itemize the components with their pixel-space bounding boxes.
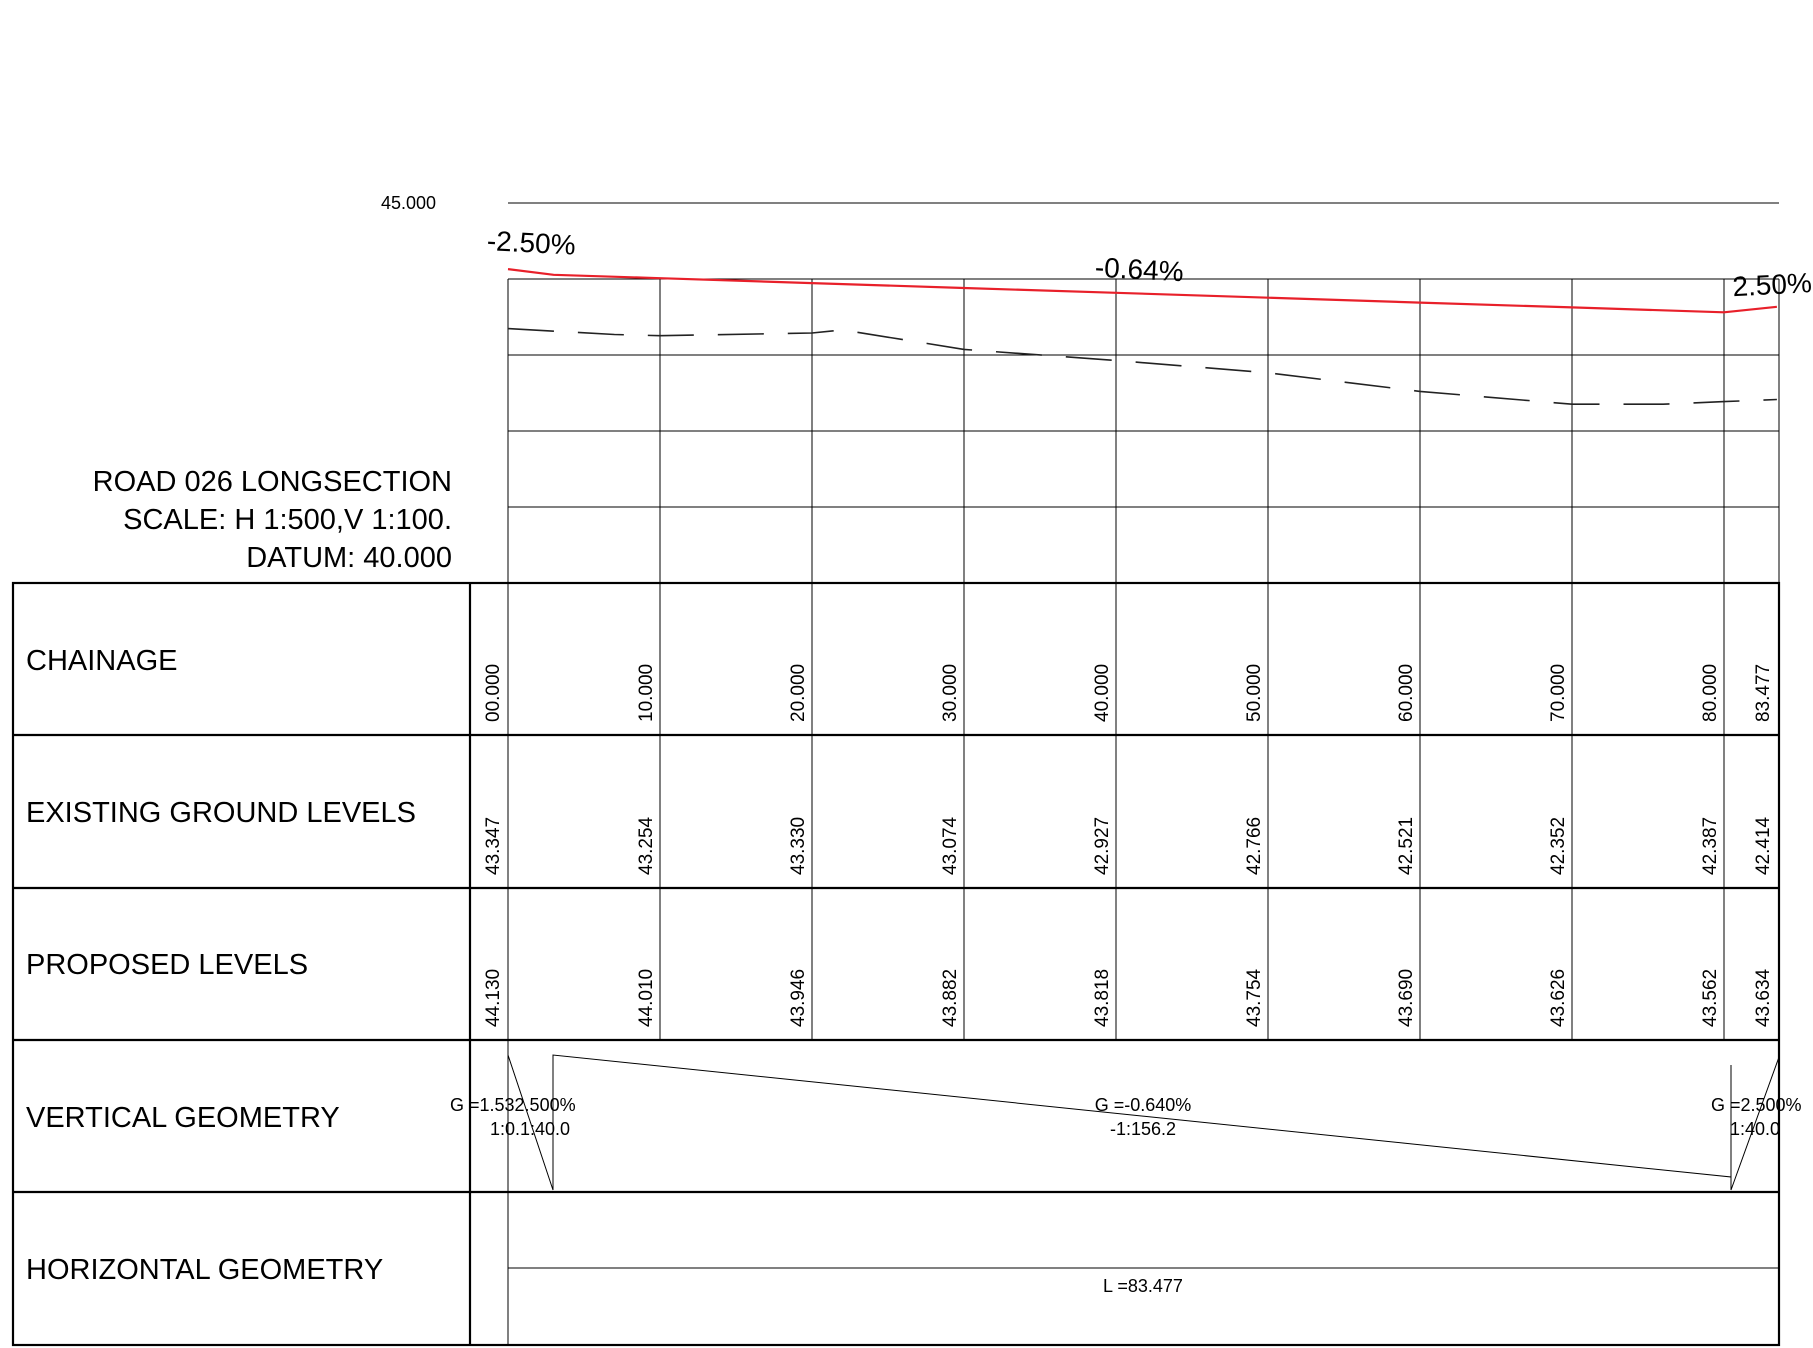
existing-level-value: 42.352 [1548, 817, 1569, 875]
existing-level-value: 42.521 [1396, 817, 1417, 875]
proposed-level-value: 43.754 [1244, 968, 1265, 1027]
proposed-level-value: 43.562 [1700, 969, 1721, 1027]
proposed-level-value: 44.130 [483, 969, 504, 1027]
vg-end-ratio: 1:40.0 [1730, 1119, 1780, 1139]
proposed-level-value: 43.882 [940, 969, 961, 1027]
grade-labels: -2.50% -0.64% 2.50% [486, 225, 1812, 302]
grade-label: 2.50% [1732, 267, 1813, 302]
existing-level-value: 42.766 [1244, 817, 1265, 875]
existing-level-line [507, 327, 1777, 406]
grade-label: -0.64% [1094, 252, 1184, 288]
profile-lines [507, 268, 1778, 406]
proposed-level-value: 43.946 [788, 969, 809, 1027]
proposed-level-value: 44.010 [636, 969, 657, 1027]
existing-level-value: 43.330 [788, 817, 809, 875]
row-header-proposed-levels: PROPOSED LEVELS [26, 949, 308, 981]
chainage-value: 10.000 [636, 664, 657, 722]
row-header-horizontal-geometry: HORIZONTAL GEOMETRY [26, 1254, 383, 1286]
band-values: 00.000 10.000 20.000 30.000 40.000 50.000 60.0… [483, 664, 1774, 1027]
row-header-existing-ground-levels: EXISTING GROUND LEVELS [26, 797, 416, 829]
reference-level-label: 45.000 [381, 193, 436, 213]
drawing-datum: DATUM: 40.000 [246, 542, 452, 574]
existing-level-value: 43.074 [940, 816, 961, 875]
vertical-geometry-diagram [507, 1054, 1780, 1191]
existing-level-value: 43.254 [636, 816, 657, 875]
chainage-value: 50.000 [1244, 664, 1265, 722]
vg-start-grade: G =1.532.500% [450, 1095, 576, 1115]
existing-level-value: 42.414 [1753, 816, 1774, 875]
vg-start-ratio: 1:0.1:40.0 [490, 1119, 570, 1139]
existing-level-value: 42.387 [1700, 817, 1721, 875]
chainage-value: 70.000 [1548, 664, 1569, 722]
proposed-level-value: 43.626 [1548, 969, 1569, 1027]
drawing-title: ROAD 026 LONGSECTION [93, 466, 452, 498]
band-table [11, 581, 1781, 1347]
chainage-value: 83.477 [1753, 664, 1774, 722]
proposed-level-value: 43.634 [1753, 968, 1774, 1027]
vg-mid-ratio: -1:156.2 [1110, 1119, 1176, 1139]
vg-mid-grade: G =-0.640% [1095, 1095, 1192, 1115]
proposed-level-line [507, 268, 1778, 314]
chainage-value: 60.000 [1396, 664, 1417, 722]
drawing-scale: SCALE: H 1:500,V 1:100. [123, 504, 452, 536]
proposed-level-value: 43.818 [1092, 969, 1113, 1027]
grade-label: -2.50% [486, 225, 576, 261]
chainage-value: 20.000 [788, 664, 809, 722]
chainage-value: 30.000 [940, 664, 961, 722]
chainage-value: 00.000 [483, 664, 504, 722]
existing-level-value: 42.927 [1092, 817, 1113, 875]
vg-end-grade: G =2.500% [1711, 1095, 1802, 1115]
row-header-chainage: CHAINAGE [26, 645, 177, 677]
existing-level-value: 43.347 [483, 817, 504, 875]
row-header-vertical-geometry: VERTICAL GEOMETRY [26, 1102, 340, 1134]
hg-length-label: L =83.477 [1103, 1276, 1183, 1296]
chainage-value: 40.000 [1092, 664, 1113, 722]
chainage-value: 80.000 [1700, 664, 1721, 722]
profile-grid [507, 278, 1780, 583]
proposed-level-value: 43.690 [1396, 969, 1417, 1027]
